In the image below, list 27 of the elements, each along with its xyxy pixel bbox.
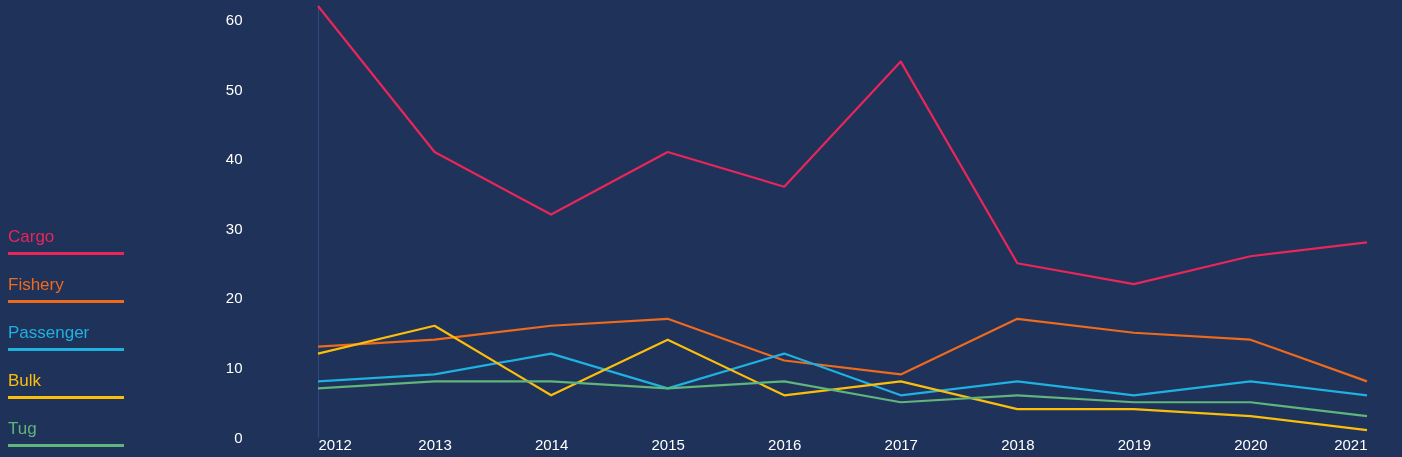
x-tick-label: 2016 <box>768 435 802 453</box>
y-tick-label: 40 <box>225 150 243 168</box>
y-tick-label: 60 <box>225 11 243 29</box>
x-tick-label: 2015 <box>651 435 685 453</box>
x-tick-label: 2019 <box>1117 435 1152 453</box>
y-tick-label: 20 <box>225 289 243 307</box>
x-tick-label: 2014 <box>534 435 569 453</box>
x-tick-label: 2012 <box>318 435 352 453</box>
line-series <box>316 380 1369 418</box>
line-series <box>316 352 1369 397</box>
x-tick-label: 2017 <box>884 435 918 453</box>
x-tick-label: 2013 <box>418 435 452 453</box>
text: Cargo <box>8 227 55 246</box>
text: Fishery <box>8 275 64 294</box>
y-tick-label: 30 <box>225 219 243 237</box>
text: Passenger <box>8 323 90 342</box>
y-tick-label: 50 <box>225 80 243 98</box>
y-tick-label: 10 <box>225 358 243 376</box>
line-series <box>316 4 1369 286</box>
x-tick-label: 2020 <box>1234 435 1268 453</box>
line-series <box>316 317 1369 383</box>
text: Tug <box>8 419 37 438</box>
x-tick-label: 2018 <box>1001 435 1035 453</box>
line-series <box>316 324 1369 432</box>
y-tick-label: 0 <box>234 428 243 446</box>
x-tick-label: 2021 <box>1334 435 1368 453</box>
text: Bulk <box>8 371 42 390</box>
